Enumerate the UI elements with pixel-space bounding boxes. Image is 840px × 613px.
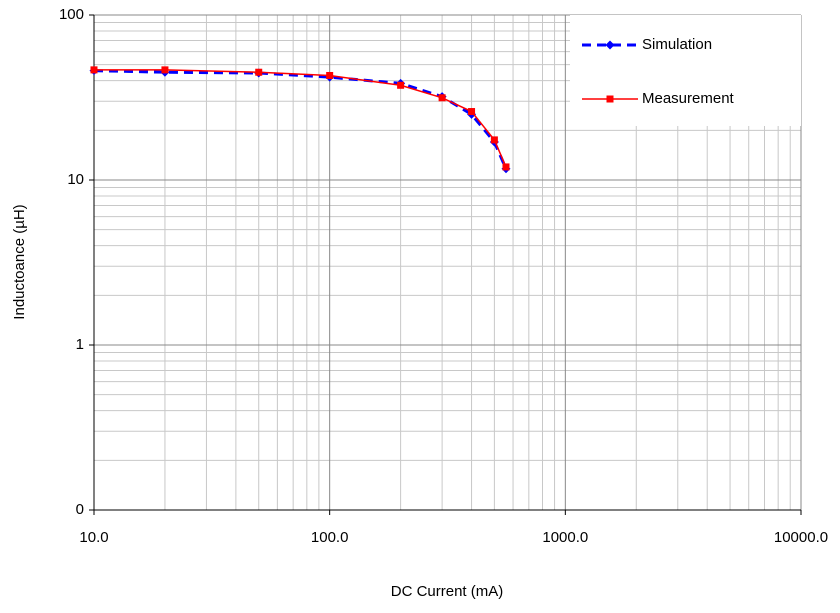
- data-point: [90, 66, 98, 74]
- data-point: [326, 71, 334, 79]
- y-tick-label: 0: [76, 501, 84, 518]
- data-point: [468, 108, 476, 116]
- x-tick-label: 100.0: [311, 529, 349, 546]
- data-point: [397, 81, 405, 89]
- data-point: [255, 68, 263, 76]
- y-axis-label: Inductoance (µH): [11, 204, 28, 319]
- legend-label: Measurement: [642, 90, 735, 107]
- data-point: [490, 136, 498, 144]
- x-tick-label: 10.0: [79, 529, 108, 546]
- legend-box: [570, 15, 801, 126]
- x-tick-label: 1000.0: [542, 529, 588, 546]
- data-point: [438, 94, 446, 102]
- data-point: [161, 66, 169, 74]
- y-tick-label: 10: [67, 171, 84, 188]
- legend-marker: [606, 95, 614, 103]
- x-axis-label: DC Current (mA): [391, 583, 504, 600]
- y-tick-label: 100: [59, 6, 84, 23]
- x-tick-label: 10000.0: [774, 529, 828, 546]
- legend-label: Simulation: [642, 36, 712, 53]
- y-tick-label: 1: [76, 336, 84, 353]
- legend-marker: [605, 40, 615, 50]
- data-point: [502, 163, 510, 171]
